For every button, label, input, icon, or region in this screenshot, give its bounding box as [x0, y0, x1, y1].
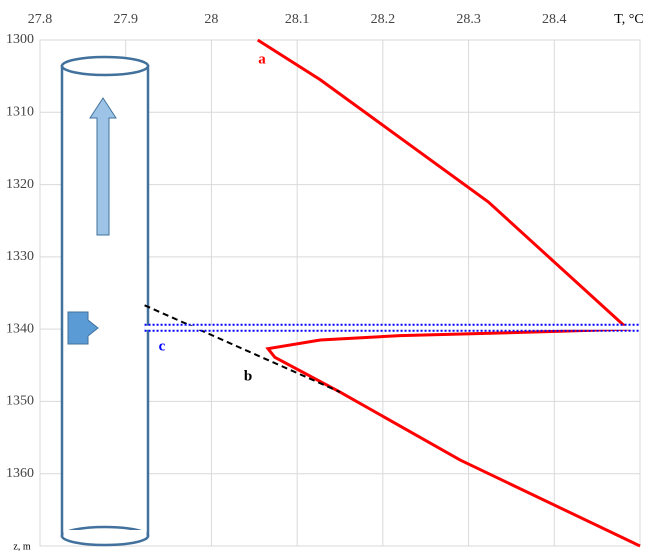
- y-tick-label: 1320: [6, 177, 34, 192]
- y-tick-label: 1350: [6, 394, 34, 409]
- x-axis-label: T, °C: [614, 12, 643, 27]
- series-label: c: [159, 338, 166, 354]
- y-tick-label: 1310: [6, 105, 34, 120]
- well-mask: [64, 530, 147, 536]
- x-tick-label: 27.9: [113, 12, 138, 27]
- x-tick-label: 28.4: [542, 12, 567, 27]
- series-label: b: [244, 368, 252, 384]
- series-label: a: [258, 51, 266, 67]
- x-tick-label: 27.8: [28, 12, 53, 27]
- x-tick-label: 28.2: [371, 12, 396, 27]
- series-line: [145, 305, 340, 392]
- y-tick-label: 1340: [6, 321, 34, 336]
- y-tick-label: 1360: [6, 466, 34, 481]
- x-tick-label: 28: [204, 12, 218, 27]
- y-tick-label: 1330: [6, 249, 34, 264]
- x-tick-label: 28.1: [285, 12, 310, 27]
- x-tick-label: 28.3: [456, 12, 481, 27]
- well: [62, 57, 148, 545]
- well-top: [62, 57, 148, 75]
- series-line: [258, 40, 640, 546]
- y-tick-label: 1300: [6, 32, 34, 47]
- y-axis-label: z, m: [13, 541, 30, 551]
- chart: T, °C z, m 27.8 27.9 28 28.1 28.2 28.3 28.4 130…: [0, 0, 652, 551]
